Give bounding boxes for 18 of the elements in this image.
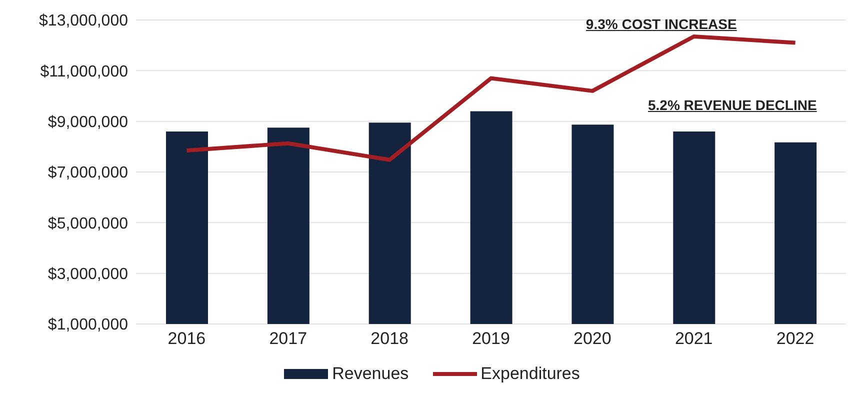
- x-tick-label: 2022: [776, 329, 814, 348]
- annotation: 5.2% REVENUE DECLINE: [648, 97, 817, 113]
- x-tick-label: 2020: [574, 329, 612, 348]
- y-tick-label: $5,000,000: [48, 215, 128, 232]
- x-tick-label: 2016: [168, 329, 206, 348]
- y-tick-label: $9,000,000: [48, 114, 128, 132]
- legend-label: Expenditures: [480, 364, 580, 384]
- y-tick-label: $1,000,000: [48, 316, 128, 334]
- y-tick-label: $13,000,000: [39, 12, 128, 30]
- y-tick-label: $11,000,000: [40, 63, 128, 80]
- y-tick-label: $3,000,000: [48, 266, 128, 284]
- x-tick-label: 2019: [472, 329, 510, 348]
- legend-label: Revenues: [331, 364, 409, 384]
- annotation: 9.3% COST INCREASE: [586, 16, 737, 32]
- x-tick-label: 2018: [370, 329, 408, 348]
- x-tick-label: 2021: [674, 329, 713, 348]
- x-tick-label: 2017: [269, 329, 308, 348]
- y-tick-label: $7,000,000: [48, 164, 128, 182]
